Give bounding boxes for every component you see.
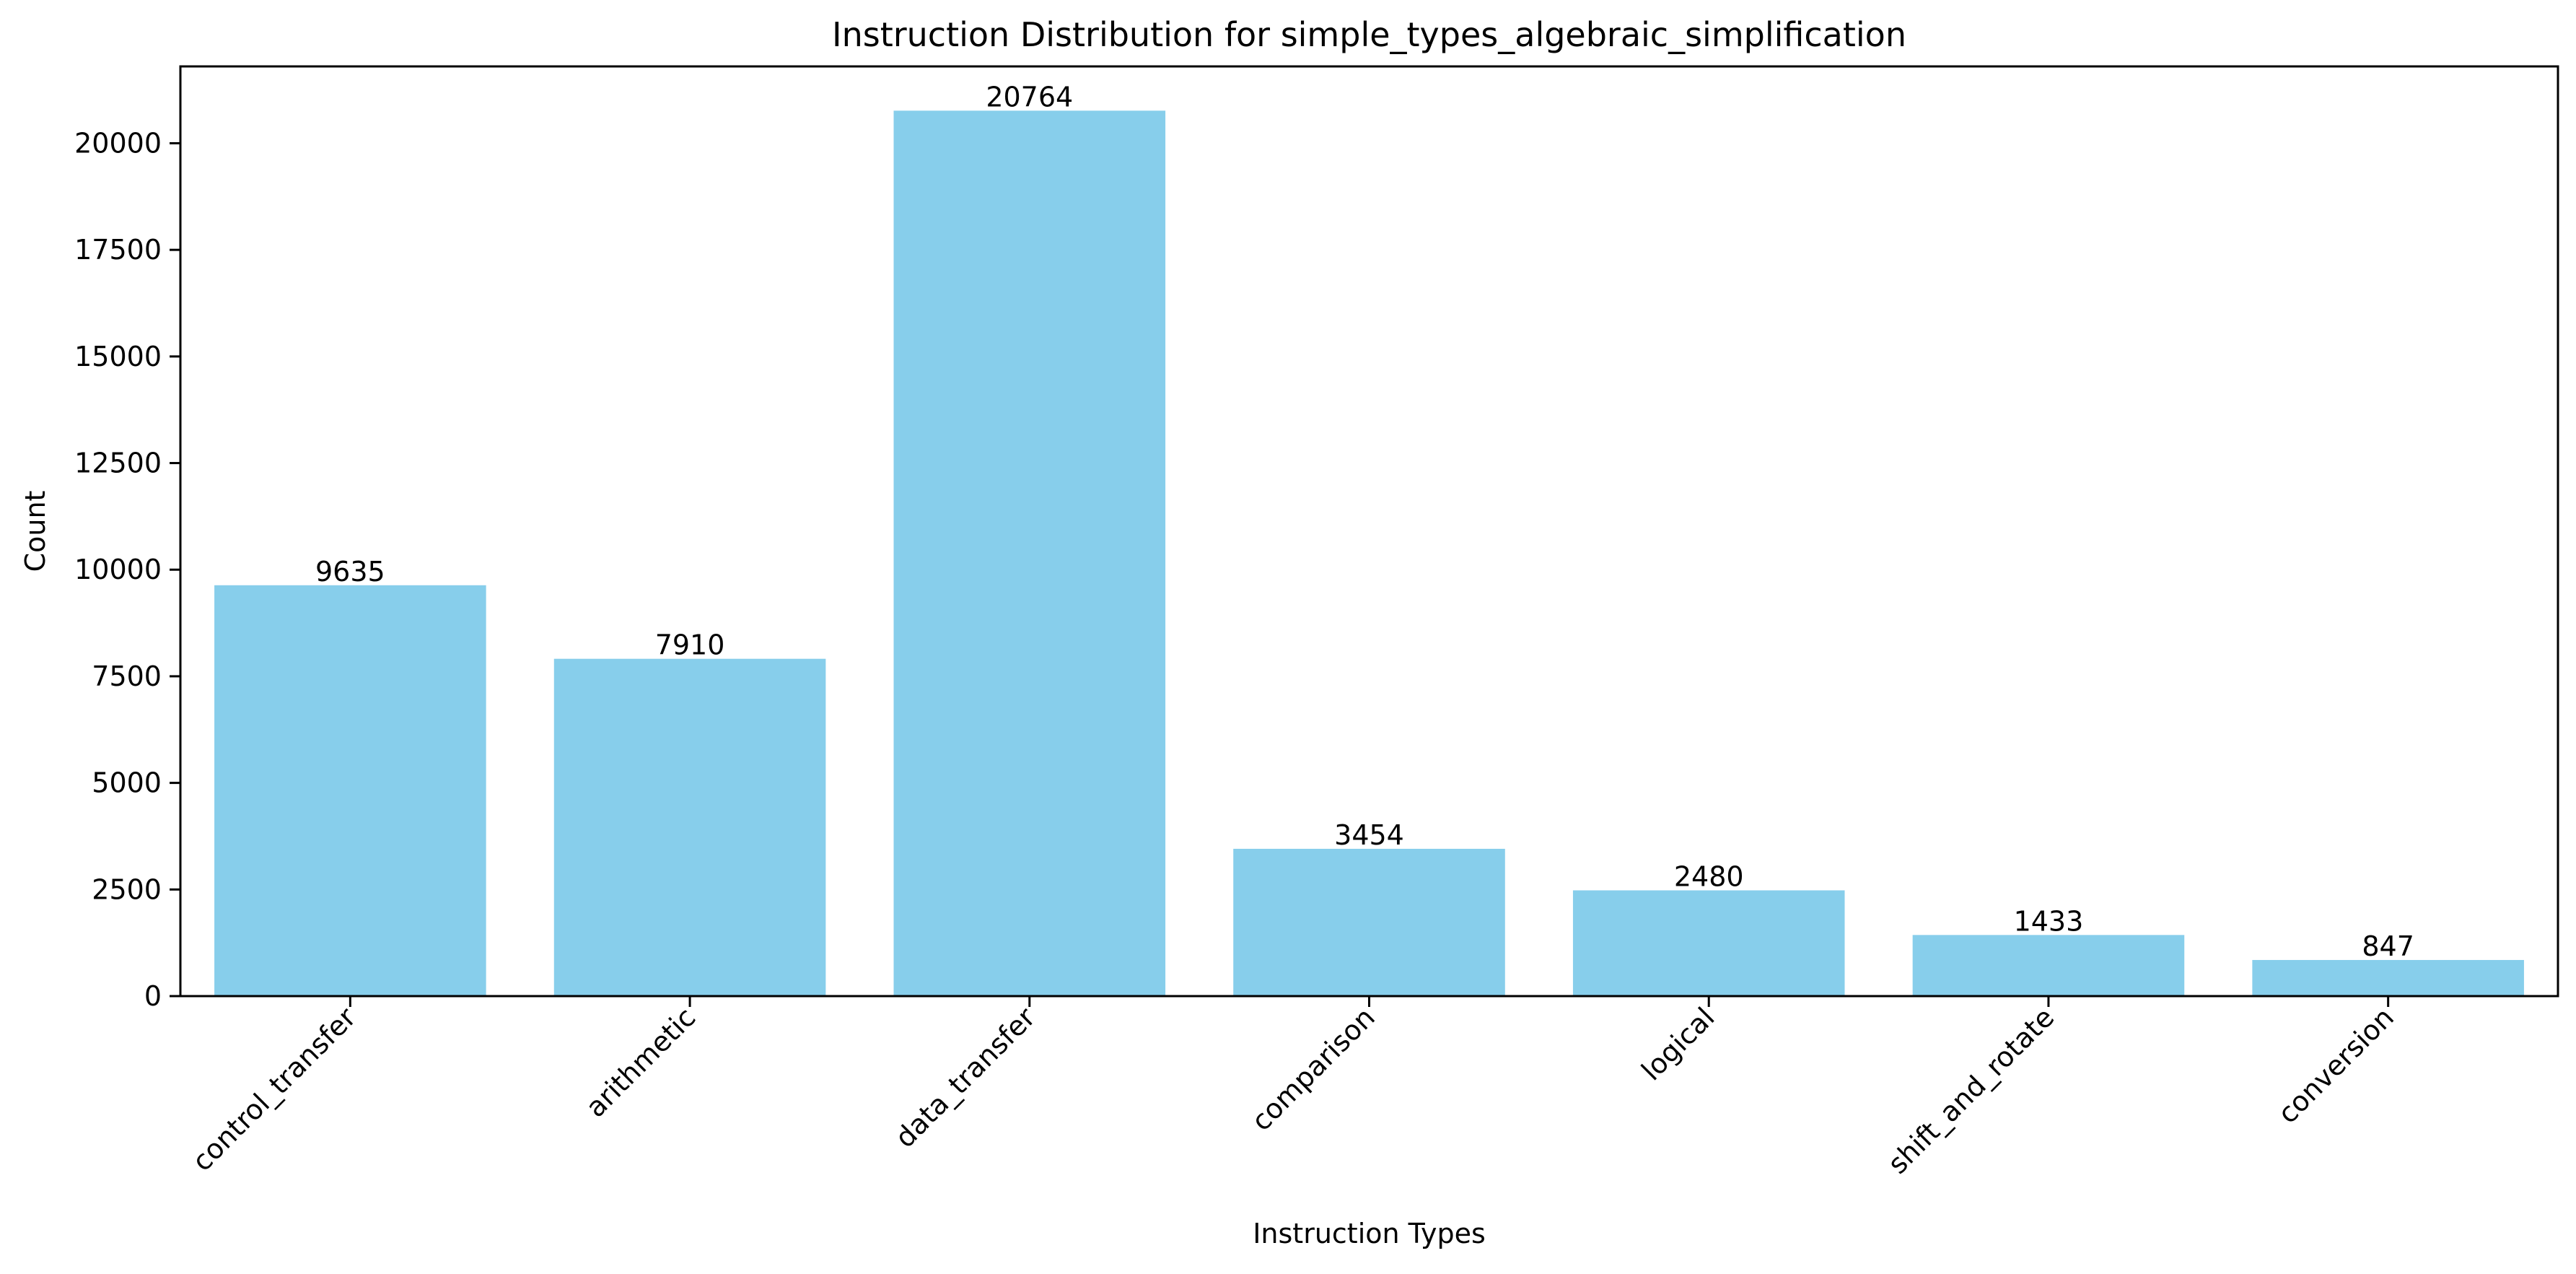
y-tick-label: 20000 <box>74 127 162 159</box>
bar-comparison <box>1233 848 1505 996</box>
x-tick-label-logical: logical <box>1635 1001 1720 1086</box>
data-label-data-transfer: 20764 <box>986 81 1073 113</box>
x-axis-ticks: control_transfer arithmetic data_transfer c… <box>186 996 2400 1180</box>
plot-frame <box>179 65 2559 998</box>
data-label-conversion: 847 <box>2362 930 2414 962</box>
x-tick-label-comparison: comparison <box>1245 1001 1381 1137</box>
data-label-arithmetic: 7910 <box>655 629 725 661</box>
chart-title: Instruction Distribution for simple_type… <box>832 15 1906 54</box>
data-label-logical: 2480 <box>1674 860 1744 892</box>
data-label-shift-and-rotate: 1433 <box>2014 905 2084 937</box>
bar-arithmetic <box>553 658 826 996</box>
y-tick-label: 17500 <box>74 234 162 266</box>
x-tick-label-control-transfer: control_transfer <box>186 1001 362 1177</box>
bar-data-transfer <box>893 110 1166 997</box>
x-tick-label-arithmetic: arithmetic <box>579 1001 701 1123</box>
y-axis-label: Count <box>19 491 51 572</box>
y-tick-label: 12500 <box>74 448 162 479</box>
x-tick-label-data-transfer: data_transfer <box>889 1001 1041 1153</box>
bar-conversion <box>2252 959 2524 996</box>
x-tick-label-shift-and-rotate: shift_and_rotate <box>1882 1001 2061 1180</box>
bars-layer <box>214 110 2524 997</box>
x-tick-label-conversion: conversion <box>2271 1001 2400 1130</box>
bar-shift-and-rotate <box>1912 935 2185 996</box>
y-tick-label: 0 <box>144 980 162 1012</box>
y-tick-label: 2500 <box>92 873 162 905</box>
y-tick-label: 7500 <box>92 660 162 692</box>
y-axis-ticks: 0 2500 5000 7500 10000 12500 15000 17500 20000 <box>74 127 180 1012</box>
data-label-control-transfer: 9635 <box>315 556 385 588</box>
data-label-comparison: 3454 <box>1334 819 1404 851</box>
y-tick-label: 5000 <box>92 767 162 799</box>
bar-control-transfer <box>214 585 486 996</box>
x-axis-label: Instruction Types <box>1253 1218 1486 1249</box>
bar-logical <box>1572 890 1845 996</box>
data-labels-layer: 9635 7910 20764 3454 2480 1433 847 <box>315 81 2414 962</box>
y-tick-label: 10000 <box>74 554 162 585</box>
y-tick-label: 15000 <box>74 341 162 372</box>
